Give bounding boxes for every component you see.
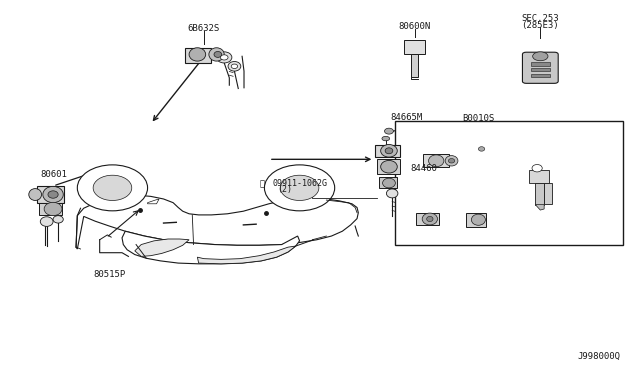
Bar — [37, 186, 64, 203]
Ellipse shape — [214, 51, 221, 57]
Ellipse shape — [383, 178, 396, 188]
Ellipse shape — [532, 164, 542, 172]
Bar — [39, 203, 62, 215]
Text: 84665M: 84665M — [390, 113, 422, 122]
Ellipse shape — [471, 214, 485, 225]
Polygon shape — [122, 231, 300, 264]
Bar — [531, 68, 550, 71]
Ellipse shape — [429, 155, 444, 167]
Ellipse shape — [449, 158, 455, 163]
Ellipse shape — [48, 191, 58, 198]
Text: 84460: 84460 — [411, 164, 438, 173]
Ellipse shape — [381, 144, 397, 157]
FancyBboxPatch shape — [522, 52, 558, 83]
Ellipse shape — [209, 48, 224, 61]
Polygon shape — [197, 246, 296, 264]
Ellipse shape — [385, 148, 393, 154]
Bar — [424, 154, 449, 167]
Ellipse shape — [40, 217, 53, 227]
Bar — [380, 177, 397, 188]
Ellipse shape — [387, 189, 398, 198]
Ellipse shape — [478, 147, 484, 151]
Ellipse shape — [77, 165, 148, 211]
Ellipse shape — [231, 64, 237, 68]
Polygon shape — [535, 205, 544, 210]
Ellipse shape — [43, 186, 63, 203]
Text: 6B632S: 6B632S — [188, 24, 220, 33]
Text: J998000Q: J998000Q — [577, 352, 620, 361]
Bar — [396, 121, 623, 245]
Polygon shape — [135, 239, 189, 256]
Text: (2): (2) — [277, 185, 292, 194]
Text: 80601: 80601 — [40, 170, 67, 179]
Ellipse shape — [189, 48, 205, 61]
Ellipse shape — [93, 175, 132, 201]
Ellipse shape — [220, 55, 228, 60]
Ellipse shape — [53, 216, 63, 223]
Ellipse shape — [264, 165, 335, 211]
Polygon shape — [148, 199, 159, 204]
Text: 80600N: 80600N — [398, 22, 431, 31]
Bar — [531, 62, 550, 65]
Ellipse shape — [532, 52, 548, 61]
Ellipse shape — [44, 202, 62, 216]
Text: 09911-1062G: 09911-1062G — [272, 179, 327, 188]
Bar — [416, 214, 439, 225]
Polygon shape — [76, 195, 358, 249]
Bar — [375, 145, 401, 157]
Ellipse shape — [29, 189, 42, 201]
Ellipse shape — [228, 61, 241, 71]
Ellipse shape — [216, 52, 232, 63]
Text: SEC.253: SEC.253 — [522, 14, 559, 23]
Ellipse shape — [382, 137, 390, 141]
Bar — [466, 213, 486, 227]
Text: B0010S: B0010S — [462, 114, 495, 123]
Text: Ⓑ: Ⓑ — [260, 179, 265, 188]
Text: 80515P: 80515P — [93, 270, 125, 279]
Ellipse shape — [445, 155, 458, 166]
Bar — [184, 48, 211, 62]
Ellipse shape — [422, 213, 438, 225]
Ellipse shape — [385, 128, 394, 134]
Bar — [529, 170, 549, 183]
Bar — [544, 183, 552, 204]
Bar — [378, 159, 400, 174]
Bar — [404, 39, 425, 54]
Bar — [535, 183, 544, 205]
Bar — [531, 74, 550, 77]
Ellipse shape — [381, 160, 397, 173]
Bar — [411, 54, 419, 77]
Ellipse shape — [280, 175, 319, 201]
Ellipse shape — [427, 217, 433, 222]
Text: (285E3): (285E3) — [522, 21, 559, 30]
